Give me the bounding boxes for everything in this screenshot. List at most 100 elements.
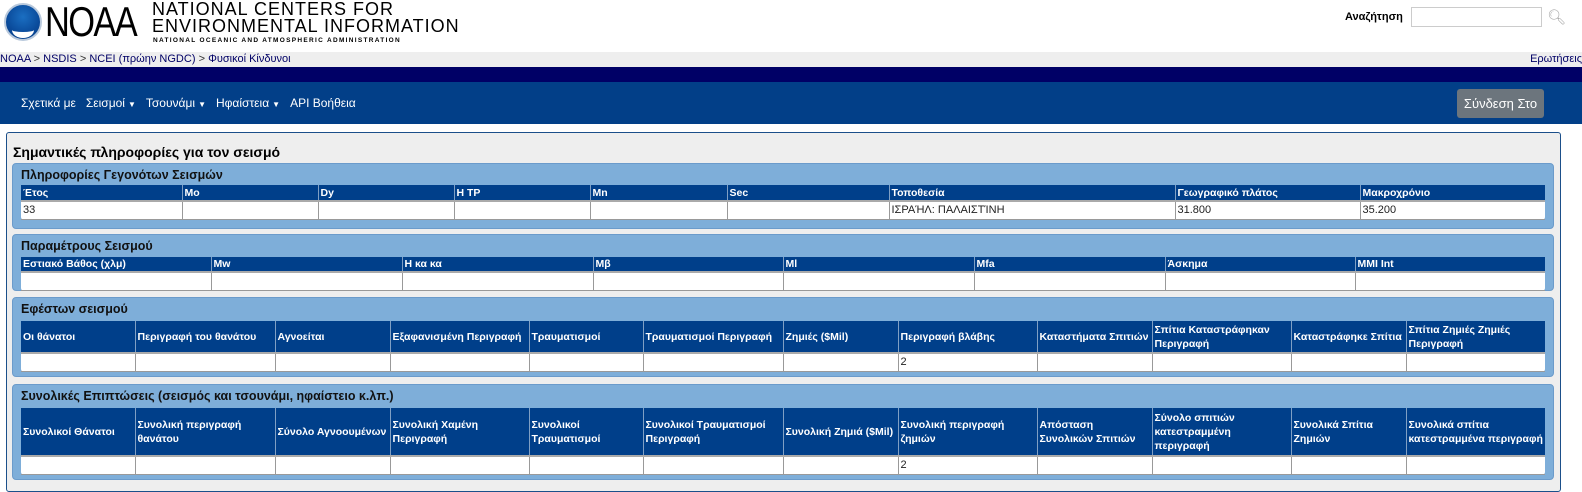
table-cell — [453, 200, 590, 220]
caret-down-icon: ▼ — [272, 100, 281, 109]
header-row: Συνολικοί Θάνατοι Συνολική περιγραφή θανά… — [21, 408, 1545, 456]
nav-label: API Βοήθεια — [290, 96, 356, 110]
table-cell — [782, 352, 898, 372]
data-table: Έτος Mo Dy H TP Mn Sec Τοποθεσία Γεωγραφικό πλά… — [21, 185, 1545, 220]
nav-api-help[interactable]: API Βοήθεια — [290, 96, 356, 110]
column-header: Mfa — [973, 257, 1165, 272]
nav-label: Ηφαίστεια — [215, 96, 270, 110]
caret-down-icon: ▼ — [127, 100, 136, 109]
breadcrumb: NOAA > NSDIS > NCEI (πρώην NGDC) > Φυσικ… — [0, 52, 1582, 67]
data-table: Συνολικοί Θάνατοι Συνολική περιγραφή θανά… — [21, 408, 1545, 475]
column-header: Συνολικοί Θάνατοι — [21, 408, 135, 456]
table-cell — [528, 455, 643, 475]
table-cell — [642, 352, 783, 372]
table-cell — [389, 455, 529, 475]
column-header: Τοποθεσία — [888, 185, 1175, 201]
faq-link[interactable]: Ερωτήσεις — [1530, 53, 1582, 65]
table-cell: 31.800 — [1174, 200, 1360, 220]
column-header: Αγνοείται — [274, 321, 390, 353]
column-header: Συνολική Χαμένη Περιγραφή — [389, 408, 529, 456]
table-cell — [21, 352, 135, 372]
noaa-logo[interactable] — [4, 3, 42, 41]
table-cell — [1405, 352, 1545, 372]
breadcrumb-sep: > — [33, 53, 41, 65]
breadcrumb-nsdis[interactable]: NSDIS — [43, 53, 77, 65]
column-header: Mw — [210, 257, 402, 272]
table-cell: 33 — [21, 200, 182, 220]
site-header: NOAA NATIONAL CENTERS FOR ENVIRONMENTAL I… — [0, 0, 1582, 52]
breadcrumb-ncei[interactable]: NCEI (πρώην NGDC) — [89, 53, 196, 65]
table-cell — [1151, 352, 1291, 372]
table-cell — [389, 352, 529, 372]
table-cell — [21, 271, 211, 291]
breadcrumb-sep: > — [198, 53, 205, 65]
nav-tsunami[interactable]: Τσουνάμι ▼ — [146, 96, 206, 110]
search-label: Αναζήτηση — [1345, 11, 1403, 23]
table-cell — [210, 271, 402, 291]
section-title: Συνολικές Επιπτώσεις (σεισμός και τσουνά… — [21, 389, 394, 403]
column-header: Dy — [317, 185, 454, 201]
section-title: Εφέστων σεισμού — [21, 302, 128, 316]
table-cell — [1290, 352, 1406, 372]
table-cell: 35.200 — [1359, 200, 1545, 220]
table-cell — [589, 200, 727, 220]
column-header: Συνολικοί Τραυματισμοί — [528, 408, 643, 456]
table-cell — [726, 200, 889, 220]
page-title: Σημαντικές πληροφορίες για τον σεισμό — [13, 144, 281, 160]
table-cell — [782, 271, 974, 291]
table-cell — [1036, 455, 1152, 475]
search-icon[interactable]: 🔍︎ — [1547, 9, 1567, 26]
section-title: Πληροφορίες Γεγονότων Σεισμών — [21, 168, 223, 182]
table-row — [21, 271, 1545, 291]
login-button[interactable]: Σύνδεση Στο — [1457, 89, 1544, 118]
search-input[interactable] — [1411, 7, 1542, 27]
column-header: Συνολικοί Τραυματισμοί Περιγραφή — [642, 408, 783, 456]
column-header: Σύνολο Αγνοουμένων — [274, 408, 390, 456]
main-panel: Σημαντικές πληροφορίες για τον σεισμό Πλ… — [6, 132, 1561, 492]
total-effects-panel: Συνολικές Επιπτώσεις (σεισμός και τσουνά… — [12, 384, 1554, 480]
column-header: Συνολική περιγραφή ζημιών — [897, 408, 1037, 456]
navy-bar — [0, 67, 1582, 82]
table-row: 2 — [21, 352, 1545, 372]
column-header: Περιγραφή βλάβης — [897, 321, 1037, 353]
event-info-panel: Πληροφορίες Γεγονότων Σεισμών Έτος Mo Dy H T… — [12, 163, 1554, 229]
column-header: Σύνολο σπιτιών κατεστραμμένη περιγραφή — [1151, 408, 1291, 456]
parameters-panel: Παραμέτρους Σεισμού Εστιακό Βάθος (χλμ) Mw… — [12, 234, 1554, 291]
table-cell — [134, 455, 275, 475]
column-header: Γεωγραφικό πλάτος — [1174, 185, 1360, 201]
breadcrumb-noaa[interactable]: NOAA — [0, 53, 31, 65]
column-header: Εστιακό Βάθος (χλμ) — [21, 257, 211, 272]
nav-about[interactable]: Σχετικά με — [21, 96, 76, 110]
column-header: Mβ — [592, 257, 783, 272]
column-header: Τραυματισμοί — [528, 321, 643, 353]
column-header: Sec — [726, 185, 889, 201]
column-header: Σπίτια Ζημιές Ζημιές Περιγραφή — [1405, 321, 1545, 353]
data-table: Εστιακό Βάθος (χλμ) Mw Η κα κα Mβ Ml Mfa Άσκημ… — [21, 257, 1545, 291]
column-header: Τραυματισμοί Περιγραφή — [642, 321, 783, 353]
column-header: Συνολικά σπίτια κατεστραμμένα περιγραφή — [1405, 408, 1545, 456]
table-cell — [21, 455, 135, 475]
column-header: Συνολική περιγραφή θανάτου — [134, 408, 275, 456]
table-cell — [317, 200, 454, 220]
table-cell: ΙΣΡΑΉΛ: ΠΑΛΑΙΣΤΊΝΗ — [888, 200, 1175, 220]
column-header: Περιγραφή του θανάτου — [134, 321, 275, 353]
table-cell — [1164, 271, 1355, 291]
table-cell — [181, 200, 318, 220]
column-header: Σπίτια Καταστράφηκαν Περιγραφή — [1151, 321, 1291, 353]
table-cell — [782, 455, 898, 475]
column-header: Άσκημα — [1164, 257, 1355, 272]
table-cell — [1290, 455, 1406, 475]
table-cell — [1036, 352, 1152, 372]
nav-label: Σεισμοί — [85, 96, 125, 110]
org-line2: ENVIRONMENTAL INFORMATION — [152, 16, 460, 36]
nav-earthquakes[interactable]: Σεισμοί ▼ — [86, 96, 136, 110]
breadcrumb-hazards[interactable]: Φυσικοί Κίνδυνοι — [208, 53, 291, 65]
nav-volcanoes[interactable]: Ηφαίστεια ▼ — [216, 96, 280, 110]
org-line1: NATIONAL CENTERS FOR — [152, 0, 395, 19]
column-header: Εξαφανισμένη Περιγραφή — [389, 321, 529, 353]
noaa-wordmark[interactable]: NOAA — [45, 0, 138, 45]
org-line3: NATIONAL OCEANIC AND ATMOSPHERIC ADMINIS… — [153, 37, 402, 44]
column-header: MMI Int — [1354, 257, 1545, 272]
table-cell — [528, 352, 643, 372]
table-cell — [401, 271, 593, 291]
